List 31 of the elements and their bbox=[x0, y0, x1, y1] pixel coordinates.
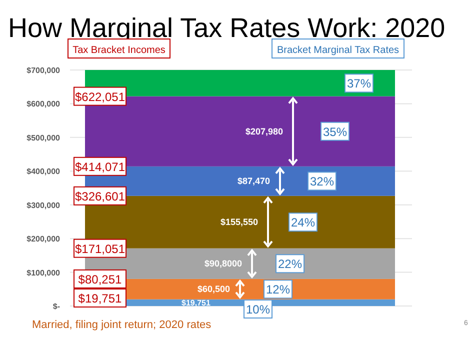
y-tick-label: $600,000 bbox=[26, 100, 61, 109]
data-label: $90,8000 bbox=[204, 258, 242, 269]
chart-title: How Marginal Tax Rates Work: 2020 bbox=[8, 13, 446, 43]
series-label: 22% bbox=[278, 257, 302, 272]
series-label: 24% bbox=[290, 216, 316, 230]
annotation: $326,601 bbox=[74, 189, 126, 204]
data-label: $155,550 bbox=[220, 217, 258, 228]
y-tick-label: $200,000 bbox=[26, 234, 61, 244]
text: Married, filing joint return; 2020 rates bbox=[32, 319, 212, 331]
y-tick-label: $100,000 bbox=[26, 268, 61, 278]
y-tick-label: $500,000 bbox=[26, 133, 61, 142]
data-label: $87,470 bbox=[237, 176, 270, 186]
data-label: $207,980 bbox=[245, 126, 283, 136]
series-label: 37% bbox=[346, 76, 372, 91]
series-label: 12% bbox=[266, 282, 290, 297]
y-tick-label: $400,000 bbox=[26, 167, 61, 176]
series-label: 35% bbox=[322, 124, 348, 139]
series-label: 32% bbox=[310, 174, 334, 189]
annotation: $622,051 bbox=[74, 90, 126, 104]
annotation: $171,051 bbox=[74, 242, 126, 256]
annotation: $19,751 bbox=[78, 292, 122, 306]
y-tick-label: $- bbox=[52, 302, 60, 311]
text: Tax Bracket Incomes bbox=[72, 45, 166, 56]
data-label: $19,751 bbox=[182, 298, 212, 308]
data-label: $60,500 bbox=[197, 284, 230, 294]
annotation: $414,071 bbox=[74, 160, 126, 174]
annotation: $80,251 bbox=[78, 272, 122, 286]
y-tick-label: $300,000 bbox=[26, 200, 61, 210]
y-tick-label: $700,000 bbox=[26, 66, 61, 75]
series-label: 10% bbox=[246, 302, 270, 316]
text: Bracket Marginal Tax Rates bbox=[276, 45, 400, 56]
